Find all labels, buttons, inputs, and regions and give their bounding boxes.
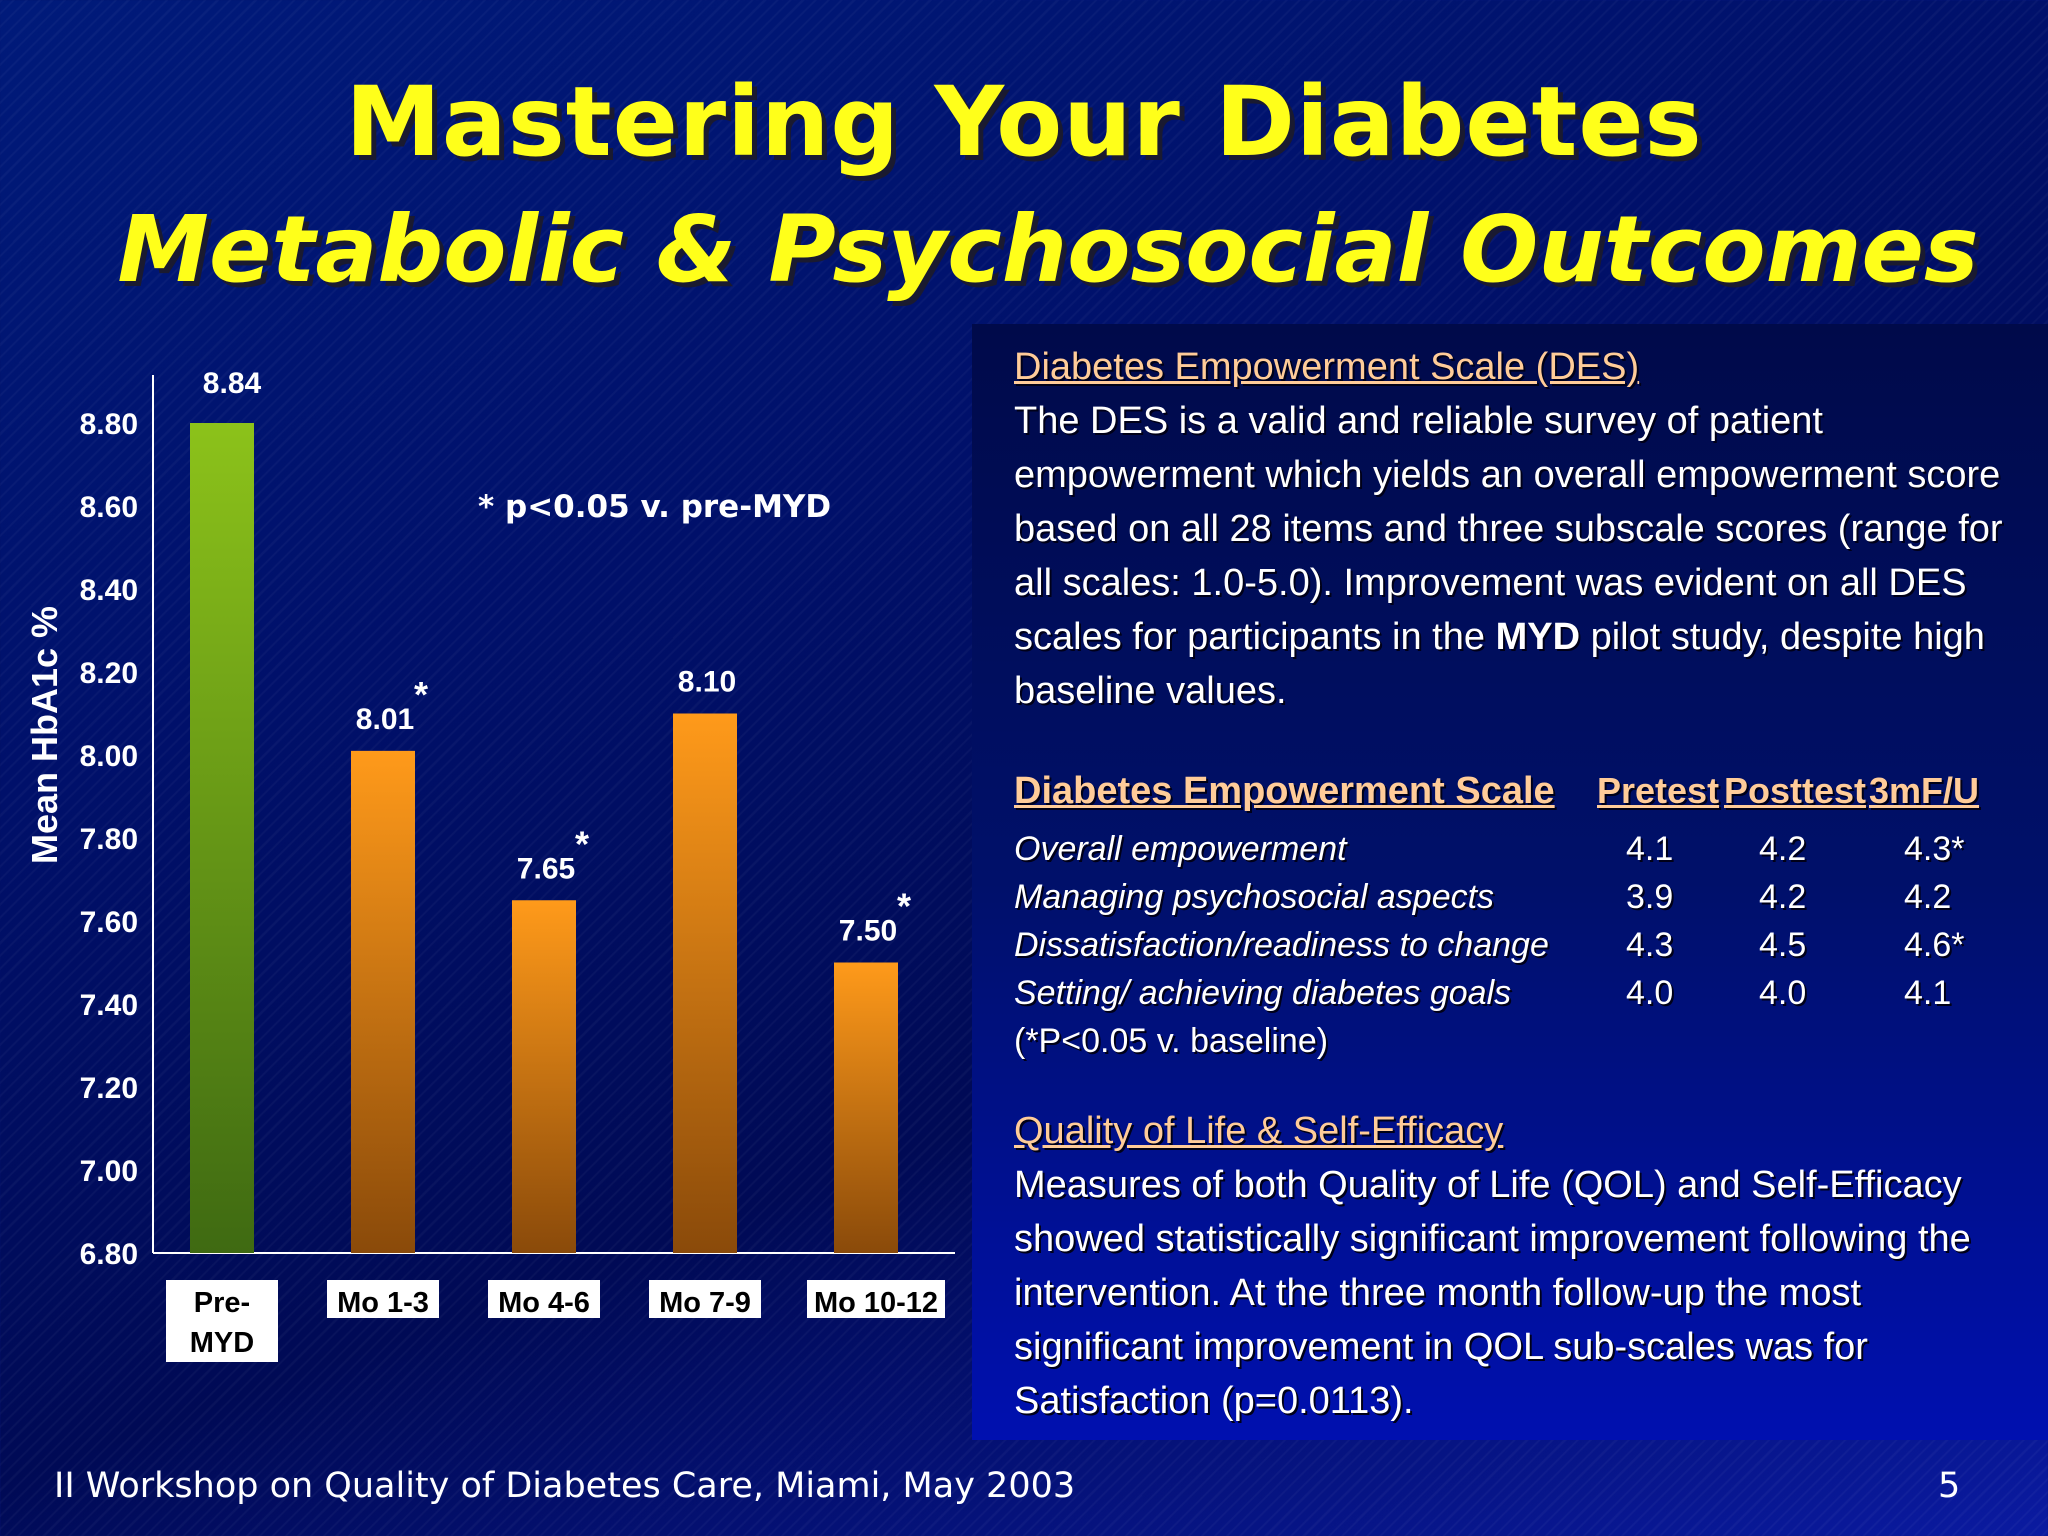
bar xyxy=(351,750,415,1253)
y-tick-label: 7.60 xyxy=(80,906,138,939)
qol-heading: Quality of Life & Self-Efficacy xyxy=(1014,1110,1504,1152)
y-tick-label: 8.40 xyxy=(80,574,138,607)
y-tick-label: 8.80 xyxy=(80,408,138,441)
bar-value-label: 8.84 xyxy=(203,367,262,400)
x-tick-label: MYD xyxy=(190,1327,254,1359)
y-axis-label: Mean HbA1c % xyxy=(24,606,65,864)
y-tick-label: 7.40 xyxy=(80,989,138,1022)
info-panel xyxy=(972,324,2048,1440)
y-tick-label: 8.20 xyxy=(80,657,138,690)
bar xyxy=(190,423,254,1253)
des-heading: Diabetes Empowerment Scale (DES) xyxy=(1014,346,1640,388)
bar-value-label: 8.10 xyxy=(678,666,736,699)
slide-title: Mastering Your Diabetes xyxy=(345,66,1703,178)
des-table-header-scale: Diabetes Empowerment Scale xyxy=(1014,770,1555,812)
qol-description: Measures of both Quality of Life (QOL) a… xyxy=(1014,1164,1971,1422)
y-tick-label: 8.60 xyxy=(80,491,138,524)
des-table-header: Diabetes Empowerment Scale Pretest Postt… xyxy=(1014,770,2024,826)
x-tick-label: Pre- xyxy=(194,1287,250,1319)
slide-subtitle: Metabolic & Psychosocial Outcomes xyxy=(117,196,1979,303)
des-table-header-pretest: Pretest xyxy=(1597,770,1720,811)
footer-text: II Workshop on Quality of Diabetes Care,… xyxy=(54,1466,1076,1506)
y-tick-label: 6.80 xyxy=(80,1238,138,1271)
des-bold-text: MYD xyxy=(1495,616,1581,658)
des-table-note: (*P<0.05 v. baseline) xyxy=(1014,1022,1329,1060)
des-table: Diabetes Empowerment Scale Pretest Postt… xyxy=(1014,770,2024,1066)
significance-star: * xyxy=(575,823,589,864)
y-tick-label: 7.00 xyxy=(80,1155,138,1188)
bar-value-label: 7.50 xyxy=(839,915,897,948)
y-tick-label: 7.80 xyxy=(80,823,138,856)
x-tick-label: Mo 10-12 xyxy=(814,1287,938,1319)
bar-value-label: 8.01 xyxy=(356,703,414,736)
table-row: Setting/ achieving diabetes goals 4.0 4.0 4… xyxy=(1014,974,1952,1012)
table-row: Managing psychosocial aspects 3.9 4.2 4.2 xyxy=(1014,878,1952,916)
des-table-header-3mfu: 3mF/U xyxy=(1869,770,1980,811)
des-table-header-posttest: Posttest xyxy=(1724,770,1867,811)
bar-value-label: 7.65 xyxy=(517,852,575,885)
bar xyxy=(512,900,576,1253)
hba1c-bar-chart: 6.80 7.00 7.20 7.40 7.60 7.80 8.00 8.20 8.40 8.60… xyxy=(24,367,955,1362)
bar xyxy=(834,962,898,1253)
significance-star: * xyxy=(897,886,911,927)
table-row: Dissatisfaction/readiness to change 4.3 4.… xyxy=(1014,926,1965,964)
significance-annotation: * p<0.05 v. pre-MYD xyxy=(478,489,831,525)
x-category-box xyxy=(327,1280,439,1318)
x-category-box xyxy=(488,1280,600,1318)
x-tick-label: Mo 1-3 xyxy=(337,1287,429,1319)
x-tick-label: Mo 7-9 xyxy=(659,1287,751,1319)
bar xyxy=(673,713,737,1253)
x-category-box xyxy=(807,1280,945,1318)
x-category-box xyxy=(649,1280,761,1318)
qol-section: Quality of Life & Self-Efficacy Measures… xyxy=(1014,1104,2024,1428)
significance-star: * xyxy=(414,674,428,715)
des-section: Diabetes Empowerment Scale (DES) The DES… xyxy=(1014,340,2024,718)
y-tick-label: 8.00 xyxy=(80,740,138,773)
table-row: Overall empowerment 4.1 4.2 4.3* xyxy=(1014,830,1965,868)
des-description: The DES is a valid and reliable survey o… xyxy=(1014,400,2003,712)
x-category-box xyxy=(166,1280,278,1362)
y-tick-label: 7.20 xyxy=(80,1072,138,1105)
x-tick-label: Mo 4-6 xyxy=(498,1287,590,1319)
page-number: 5 xyxy=(1938,1466,1961,1506)
